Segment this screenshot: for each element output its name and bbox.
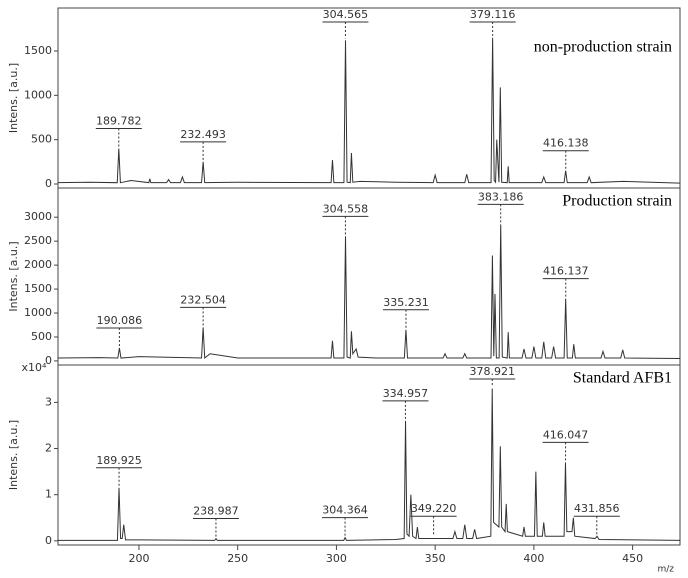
spectrum-line	[57, 224, 681, 360]
x-tick-label: 250	[227, 552, 248, 565]
panel-frame	[57, 364, 681, 546]
peak-label: 416.138	[543, 137, 589, 150]
y-tick-label: 1000	[24, 88, 52, 101]
y-tick-label: 0	[45, 177, 52, 190]
x-tick-label: 200	[128, 552, 149, 565]
x-tick-label: 300	[326, 552, 347, 565]
spectrum-line	[58, 388, 681, 541]
y-tick-label: 1500	[24, 282, 52, 295]
peak-label: 383.186	[478, 190, 524, 203]
peak-label: 334.957	[383, 387, 429, 400]
peak-label: 190.086	[97, 314, 143, 327]
y-tick-label: 500	[31, 133, 52, 146]
peak-label: 349.220	[411, 502, 457, 515]
spectrum-line	[57, 37, 681, 184]
peak-label: 189.782	[96, 115, 142, 128]
peak-label: 232.504	[180, 293, 226, 306]
x-axis-label: m/z	[657, 565, 674, 575]
y-tick-label: 3	[45, 395, 52, 408]
peak-label: 304.364	[322, 504, 368, 517]
panel-frame	[57, 7, 681, 189]
peak-label: 378.921	[470, 365, 516, 378]
peak-label: 304.558	[323, 202, 369, 215]
y-tick-label: 1500	[24, 44, 52, 57]
y-tick-label: 2000	[24, 258, 52, 271]
y-tick-label: 1000	[24, 306, 52, 319]
y-tick-label: 0	[45, 534, 52, 547]
panel-annotation: Standard AFB1	[573, 370, 672, 387]
x-tick-label: 350	[425, 552, 446, 565]
y-tick-label: 500	[31, 330, 52, 343]
panel-annotation: non-production strain	[534, 39, 672, 56]
peak-label: 416.137	[543, 265, 589, 278]
y-axis-label: Intens. [a.u.]	[7, 420, 20, 490]
peak-label: 304.565	[323, 8, 369, 21]
y-multiplier: x10⁴	[22, 361, 48, 374]
x-tick-label: 450	[622, 552, 643, 565]
y-tick-label: 0	[45, 354, 52, 367]
y-tick-label: 1	[45, 488, 52, 501]
y-tick-label: 2	[45, 442, 52, 455]
y-axis-label: Intens. [a.u.]	[7, 241, 20, 311]
peak-label: 232.493	[180, 128, 226, 141]
y-axis-label: Intens. [a.u.]	[7, 63, 20, 133]
peak-label: 189.925	[96, 454, 142, 467]
peak-label: 238.987	[193, 505, 239, 518]
panel-annotation: Production strain	[562, 193, 672, 210]
x-tick-label: 400	[523, 552, 544, 565]
y-tick-label: 2500	[24, 234, 52, 247]
peak-label: 416.047	[543, 428, 589, 441]
y-tick-label: 3000	[24, 210, 52, 223]
peak-label: 379.116	[470, 8, 516, 21]
peak-label: 335.231	[383, 296, 429, 309]
peak-label: 431.856	[574, 502, 620, 515]
